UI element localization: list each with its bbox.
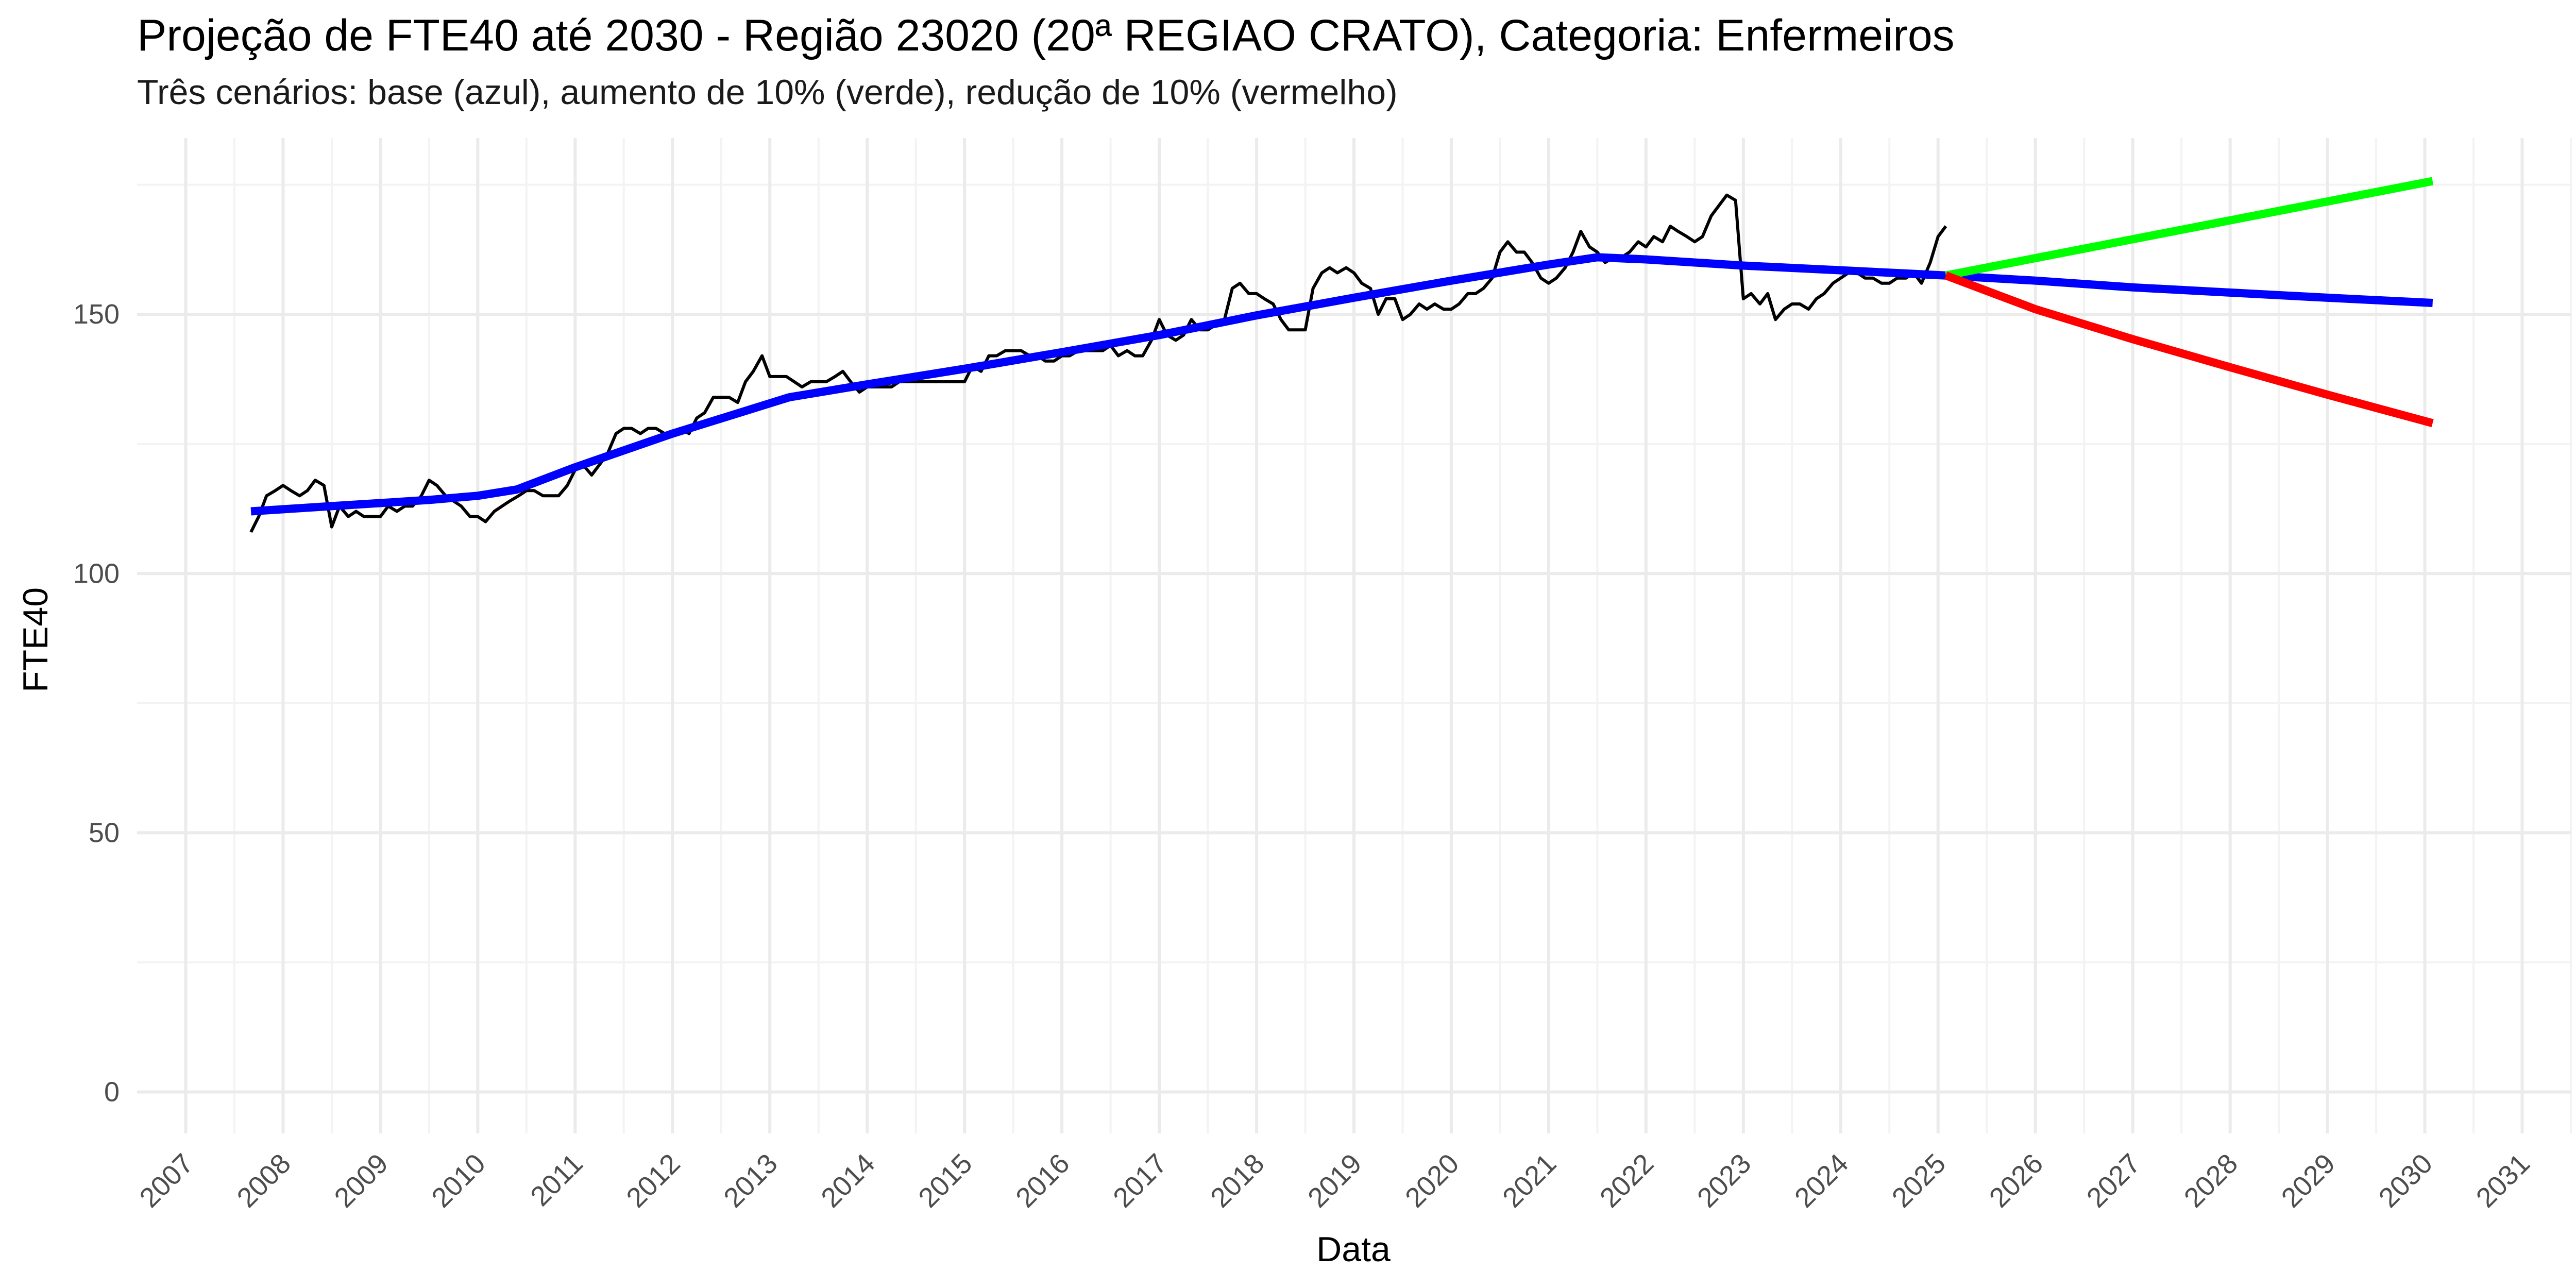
y-tick-label: 0: [104, 1077, 120, 1108]
x-tick-label: 2008: [231, 1148, 297, 1213]
x-axis-title: Data: [1316, 1230, 1391, 1269]
y-tick-label: 150: [73, 299, 120, 330]
y-tick-label: 50: [89, 817, 120, 848]
y-tick-label: 100: [73, 558, 120, 589]
x-tick-label: 2012: [620, 1148, 686, 1213]
x-tick-label: 2027: [2081, 1148, 2146, 1213]
x-tick-label: 2023: [1691, 1148, 1757, 1213]
series-increase-line: [1945, 177, 2434, 280]
grid-major: [137, 138, 2571, 1133]
x-axis-ticks: 2007 2008 2009 2010 2011 2012 2013 2014 2015 2016…: [134, 1148, 2536, 1213]
x-tick-label: 2015: [912, 1148, 978, 1213]
x-tick-label: 2026: [1984, 1148, 2049, 1213]
x-tick-label: 2028: [2178, 1148, 2244, 1213]
x-tick-label: 2013: [718, 1148, 783, 1213]
x-tick-label: 2021: [1497, 1148, 1562, 1213]
x-tick-label: 2019: [1302, 1148, 1367, 1213]
chart-title: Projeção de FTE40 até 2030 - Região 2302…: [137, 11, 1955, 60]
x-tick-label: 2016: [1010, 1148, 1075, 1213]
chart-subtitle: Três cenários: base (azul), aumento de 1…: [137, 73, 1398, 112]
x-tick-label: 2020: [1399, 1148, 1465, 1213]
x-tick-label: 2011: [524, 1148, 589, 1212]
series-base-line: [250, 253, 2433, 516]
x-tick-label: 2031: [2470, 1148, 2536, 1213]
y-axis-ticks: 0 50 100 150: [73, 299, 120, 1107]
x-tick-label: 2024: [1789, 1148, 1854, 1213]
x-tick-label: 2014: [815, 1148, 880, 1213]
x-tick-label: 2025: [1886, 1148, 1952, 1213]
series-decrease-line: [1944, 272, 2434, 428]
x-tick-label: 2030: [2373, 1148, 2438, 1213]
x-tick-label: 2018: [1205, 1148, 1270, 1213]
x-tick-label: 2010: [426, 1148, 491, 1213]
x-tick-label: 2029: [2276, 1148, 2341, 1213]
x-tick-label: 2007: [134, 1148, 199, 1213]
series-observed-line: [249, 193, 1947, 533]
x-tick-label: 2017: [1107, 1148, 1173, 1213]
grid-minor: [137, 138, 2572, 1133]
y-axis-title: FTE40: [16, 587, 55, 692]
series-layer: [249, 177, 2434, 533]
x-tick-label: 2022: [1594, 1148, 1659, 1213]
x-tick-label: 2009: [329, 1148, 394, 1213]
